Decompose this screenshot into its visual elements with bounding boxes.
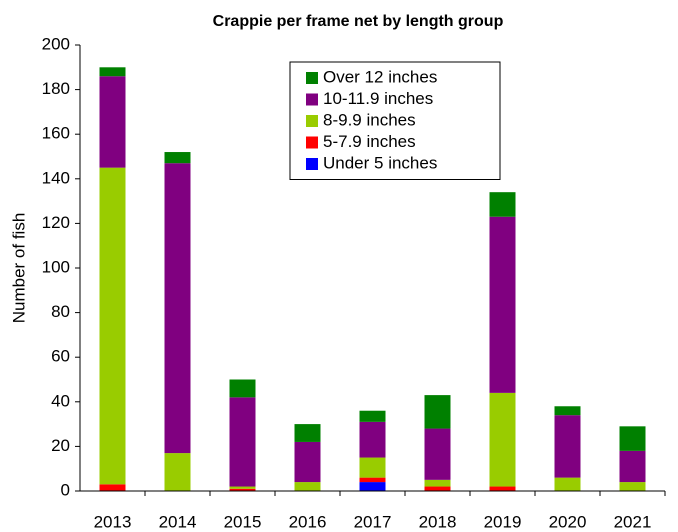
y-tick-label: 100 bbox=[42, 257, 70, 276]
y-tick-label: 140 bbox=[42, 168, 70, 187]
bar-segment bbox=[424, 486, 451, 491]
chart-title: Crappie per frame net by length group bbox=[213, 13, 504, 30]
bar-segment bbox=[99, 76, 126, 168]
x-tick-label: 2020 bbox=[549, 512, 587, 531]
bar-segment bbox=[619, 482, 646, 491]
bar-segment bbox=[99, 484, 126, 491]
x-tick-label: 2017 bbox=[354, 512, 392, 531]
bar-segment bbox=[489, 192, 516, 217]
y-tick-label: 0 bbox=[61, 480, 70, 499]
legend-box bbox=[289, 61, 501, 180]
y-tick-label: 40 bbox=[51, 391, 70, 410]
bar-segment bbox=[99, 167, 126, 485]
x-tick-label: 2018 bbox=[419, 512, 457, 531]
legend-label: Under 5 inches bbox=[323, 153, 437, 172]
bar-segment bbox=[619, 426, 646, 451]
y-tick-label: 180 bbox=[42, 79, 70, 98]
x-tick-label: 2015 bbox=[224, 512, 262, 531]
bar-segment bbox=[294, 441, 321, 483]
bar-segment bbox=[359, 477, 386, 483]
bar-segment bbox=[164, 163, 191, 454]
y-tick-label: 20 bbox=[51, 436, 70, 455]
x-tick-label: 2019 bbox=[484, 512, 522, 531]
legend-swatch bbox=[306, 115, 318, 127]
legend-swatch bbox=[306, 93, 318, 106]
bar-segment bbox=[489, 216, 516, 393]
bar-segment bbox=[619, 450, 646, 483]
bar-segment bbox=[359, 457, 386, 478]
bar-segment bbox=[489, 486, 516, 491]
bar-segment bbox=[359, 421, 386, 458]
y-tick-label: 200 bbox=[42, 34, 70, 53]
bar-segment bbox=[359, 410, 386, 422]
x-tick-label: 2014 bbox=[159, 512, 197, 531]
y-tick-label: 80 bbox=[51, 302, 70, 321]
bar-segment bbox=[294, 482, 321, 491]
legend-label: Over 12 inches bbox=[323, 67, 437, 86]
bar-segment bbox=[424, 479, 451, 487]
bar-segment bbox=[359, 482, 386, 491]
legend-swatch bbox=[306, 136, 318, 149]
bar-segment bbox=[554, 415, 581, 478]
y-axis-label: Number of fish bbox=[9, 213, 28, 324]
y-tick-label: 160 bbox=[42, 124, 70, 143]
bar-segment bbox=[229, 397, 256, 487]
legend-label: 10-11.9 inches bbox=[323, 89, 433, 108]
bar-segment bbox=[424, 395, 451, 429]
bar-segment bbox=[229, 486, 256, 489]
bar-segment bbox=[164, 152, 191, 164]
bar-segment bbox=[229, 488, 256, 491]
x-tick-label: 2013 bbox=[94, 512, 132, 531]
y-tick-label: 120 bbox=[42, 213, 70, 232]
bar-segment bbox=[294, 424, 321, 442]
bar-segment bbox=[229, 379, 256, 398]
bar-segment bbox=[554, 406, 581, 416]
x-tick-label: 2021 bbox=[614, 512, 652, 531]
legend-swatch bbox=[306, 158, 318, 170]
bar-segment bbox=[424, 428, 451, 480]
bar-segment bbox=[99, 67, 126, 77]
bar-segment bbox=[164, 453, 191, 491]
x-tick-label: 2016 bbox=[289, 512, 327, 531]
legend-label: 5-7.9 inches bbox=[323, 132, 416, 151]
legend-swatch bbox=[306, 72, 318, 84]
legend-label: 8-9.9 inches bbox=[323, 110, 416, 129]
bar-segment bbox=[489, 392, 516, 487]
y-tick-label: 60 bbox=[51, 347, 70, 366]
bar-segment bbox=[554, 477, 581, 491]
